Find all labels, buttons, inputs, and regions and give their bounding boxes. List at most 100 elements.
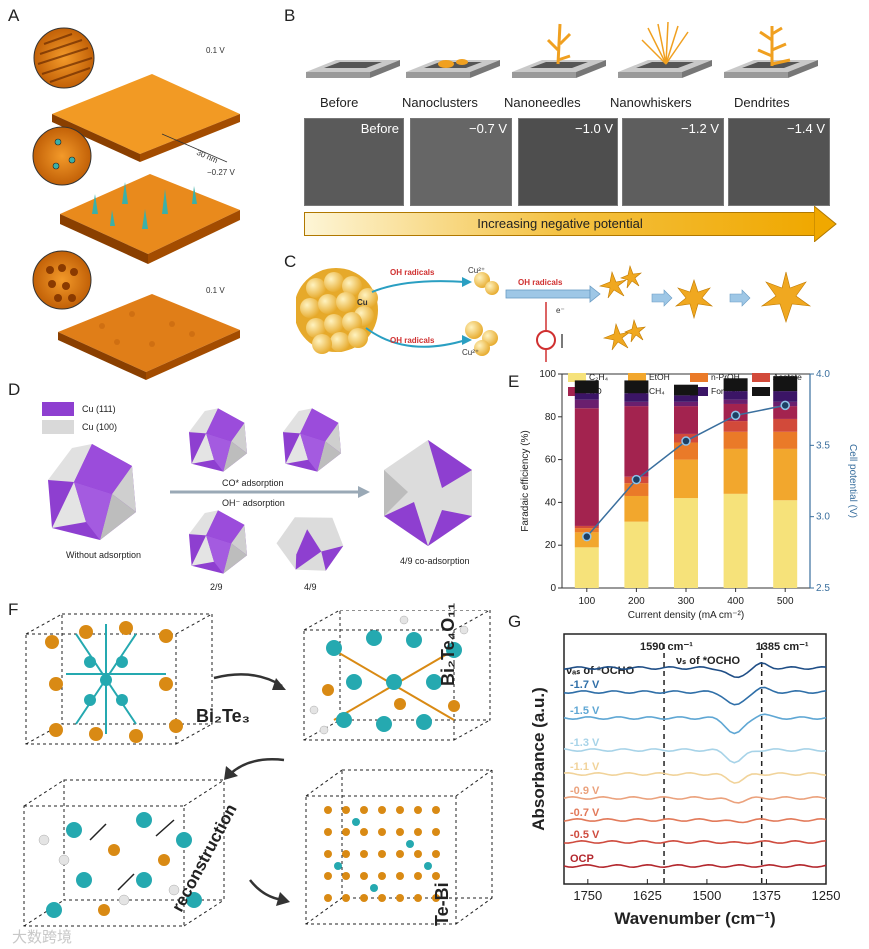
cell-potential-point-1 [631, 474, 642, 485]
crystal-oh-adsorption-2 [276, 517, 344, 571]
afm-potential-bottom: 0.1 V [206, 286, 225, 295]
sem-image-before: Before [304, 118, 404, 206]
panel-label-f: F [8, 600, 19, 619]
bar-300-1 [674, 459, 698, 499]
bar-100-0 [574, 547, 599, 588]
stage-label-before: Before [320, 95, 359, 110]
electron-label: e⁻ [556, 306, 565, 315]
spectrum-0 [563, 863, 827, 869]
legend-label-5: CH₄ [649, 386, 665, 396]
bar-100-5 [574, 399, 599, 409]
bar-500-4 [773, 406, 798, 419]
annotation-vs: νₛ of *OCHO [676, 655, 740, 667]
bar-100-3 [574, 525, 599, 529]
oh-radicals-label-3: OH radicals [518, 278, 563, 287]
stage-label-dendrites: Dendrites [734, 95, 790, 110]
stage-label-nanoneedles: Nanoneedles [504, 95, 581, 110]
panel-d-crystal-shapes [48, 408, 472, 574]
sem-label-1-2v: −1.2 V [681, 121, 719, 136]
cu-label: Cu [357, 298, 368, 307]
panel-label-g: G [508, 612, 522, 631]
x-tick-label-300: 300 [678, 596, 695, 607]
y-tick-label-4: 80 [545, 412, 557, 423]
bar-400-0 [723, 493, 748, 588]
spectrum-label-2: -0.7 V [570, 807, 600, 819]
bar-500-0 [773, 500, 798, 588]
legend-label-1: EtOH [649, 372, 670, 382]
cell-potential-point-2 [681, 436, 691, 446]
oh-adsorption-label: OH⁻ adsorption [222, 498, 285, 508]
spectrum-label-0: OCP [570, 853, 594, 865]
spectrum-5 [563, 748, 827, 764]
bar-500-6 [773, 391, 798, 402]
g-x-tick-label-3: 1375 [752, 888, 781, 903]
co-adsorption-result-label: 4/9 co-adsorption [400, 556, 470, 566]
chart-g-ylabel: Absorbance (a.u.) [529, 687, 548, 831]
bar-400-7 [723, 378, 748, 392]
panel-label-a: A [8, 6, 20, 25]
substrate-stage-4 [618, 21, 712, 78]
spectrum-label-6: -1.5 V [570, 705, 600, 717]
cu-nanoparticle-cluster [296, 268, 378, 354]
crystal-oh-adsorption-1 [188, 510, 248, 574]
legend-swatch-cu100 [42, 420, 74, 434]
legend-swatch-cu111 [42, 402, 74, 416]
bar-100-2 [574, 528, 599, 533]
spectrum-6 [563, 713, 827, 735]
y-tick-label-3: 60 [545, 455, 557, 466]
legend-label-cu100: Cu (100) [82, 422, 118, 432]
bar-300-5 [674, 401, 698, 407]
legend-swatch-3 [752, 373, 770, 382]
cu-ion-label-1: Cu²⁺ [468, 266, 486, 275]
y2-tick-label-0: 2.5 [816, 583, 830, 594]
bar-100-6 [574, 393, 599, 400]
stage-label-nanoclusters: Nanoclusters [402, 95, 478, 110]
spectrum-label-7: -1.7 V [570, 679, 600, 691]
legend-label-cu111: Cu (111) [82, 404, 116, 414]
bar-400-6 [723, 391, 748, 400]
bar-400-3 [723, 421, 748, 432]
legend-swatch-1 [628, 373, 646, 382]
bi2te3-structure [25, 613, 213, 745]
bar-300-4 [674, 406, 698, 434]
x-tick-label-100: 100 [578, 596, 595, 607]
g-x-tick-label-4: 1250 [812, 888, 841, 903]
spectrum-8 [563, 662, 827, 679]
bar-200-6 [624, 393, 649, 402]
bar-200-5 [624, 401, 649, 407]
x-tick-label-500: 500 [777, 596, 794, 607]
bar-500-7 [773, 376, 798, 392]
bar-300-2 [674, 442, 698, 460]
faradaic-efficiency-chart: C₂H₄EtOHn-PrOHAcetateCOCH₄FormateH₂10020… [520, 369, 858, 620]
chart-g-frame [563, 633, 827, 885]
panel-label-c: C [284, 252, 297, 271]
y2-tick-label-1: 3.0 [816, 512, 830, 523]
panel-label-e: E [508, 372, 520, 391]
co-adsorption-label: CO* adsorption [222, 478, 284, 488]
oh-radicals-label-1: OH radicals [390, 268, 435, 277]
spectrum-label-4: -1.1 V [570, 761, 600, 773]
spectrum-1 [563, 839, 827, 845]
substrate-stage-1 [306, 60, 400, 78]
bar-400-5 [723, 399, 748, 404]
spectrum-label-1: -0.5 V [570, 829, 600, 841]
panel-c-mechanism [296, 264, 812, 362]
chart-e-ylabel: Faradaic efficiency (%) [520, 430, 531, 532]
panel-b-morphology-stages [306, 21, 818, 78]
afm-inset-bottom [32, 250, 92, 310]
potential-arrow-bar: Increasing negative potential [304, 212, 816, 236]
afm-surface-top [52, 74, 240, 154]
spectrum-label-3: -0.9 V [570, 785, 600, 797]
watermark-logo: 大数跨境 [12, 928, 73, 946]
sem-image-1-2v: −1.2 V [622, 118, 724, 206]
oh-radicals-label-2: OH radicals [390, 336, 435, 345]
potential-arrow-text: Increasing negative potential [477, 216, 643, 231]
label-bi2te4o11: Bi₂Te₄O₁₁ [438, 602, 458, 686]
fraction-label-2-9: 2/9 [210, 582, 223, 592]
bar-400-1 [723, 448, 748, 494]
bi2te4o11-structure [303, 610, 491, 741]
bar-300-0 [674, 498, 698, 588]
g-x-tick-label-1: 1625 [633, 888, 662, 903]
bar-200-1 [624, 495, 649, 522]
crystal-co-adsorption-1 [188, 408, 248, 472]
